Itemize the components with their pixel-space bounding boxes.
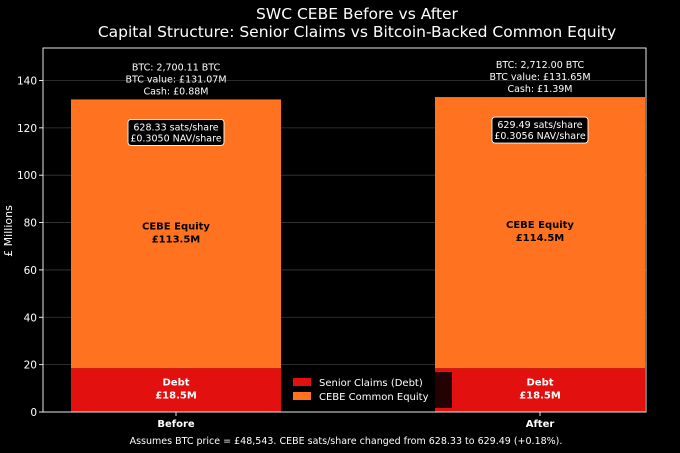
y-axis-label: £ Millions [2, 205, 15, 257]
btc-annotation-line: Cash: £0.88M [143, 86, 208, 97]
x-tick-label: After [526, 419, 555, 430]
btc-annotation-line: BTC: 2,700.11 BTC [132, 62, 221, 73]
bar-debt [71, 368, 281, 412]
nav-annotation-box [491, 116, 589, 144]
y-tick-label: 120 [17, 123, 37, 135]
equity-data-label: CEBE Equity [506, 220, 574, 231]
debt-data-label: Debt [526, 378, 553, 389]
bar-debt [435, 368, 645, 412]
chart-title: SWC CEBE Before vs After [256, 5, 459, 23]
y-tick-label: 20 [24, 360, 37, 372]
legend-box [286, 372, 452, 408]
btc-annotation-line: BTC value: £131.65M [489, 72, 590, 83]
nav-annotation-line: 629.49 sats/share [497, 120, 582, 131]
axes: 0 20 40 60 80 100 120 140 Before After [17, 75, 554, 430]
legend-label: Senior Claims (Debt) [319, 378, 423, 389]
nav-annotation-line: 628.33 sats/share [133, 122, 218, 133]
plot-frame [42, 47, 647, 413]
y-tick-label: 140 [17, 75, 37, 87]
y-tick-label: 60 [24, 265, 37, 277]
btc-annotation-line: BTC: 2,712.00 BTC [496, 60, 585, 71]
debt-data-label: Debt [162, 378, 189, 389]
legend-swatch [293, 378, 311, 386]
bar-labels: Debt £18.5M CEBE Equity £113.5M BTC: 2,700.1… [125, 60, 590, 402]
equity-data-label: CEBE Equity [142, 221, 210, 232]
legend-label: CEBE Common Equity [319, 392, 429, 403]
equity-data-label: £113.5M [152, 234, 201, 245]
btc-annotation-line: BTC value: £131.07M [125, 74, 226, 85]
y-tick-label: 100 [17, 170, 37, 182]
footnote: Assumes BTC price = £48,543. CEBE sats/s… [130, 436, 563, 447]
chart-subtitle: Capital Structure: Senior Claims vs Bitc… [98, 23, 616, 41]
nav-annotation-box [127, 118, 225, 146]
equity-data-label: £114.5M [516, 233, 565, 244]
btc-annotation-line: Cash: £1.39M [507, 84, 572, 95]
debt-data-label: £18.5M [155, 391, 197, 402]
y-tick-label: 40 [24, 312, 37, 324]
nav-annotation-line: £0.3050 NAV/share [130, 133, 221, 144]
y-tick-label: 0 [30, 407, 37, 419]
y-tick-label: 80 [24, 218, 37, 230]
nav-annotation-line: £0.3056 NAV/share [494, 131, 585, 142]
legend: Senior Claims (Debt) CEBE Common Equity [286, 372, 452, 408]
debt-data-label: £18.5M [519, 391, 561, 402]
x-tick-label: Before [157, 419, 195, 430]
legend-swatch [293, 392, 311, 400]
